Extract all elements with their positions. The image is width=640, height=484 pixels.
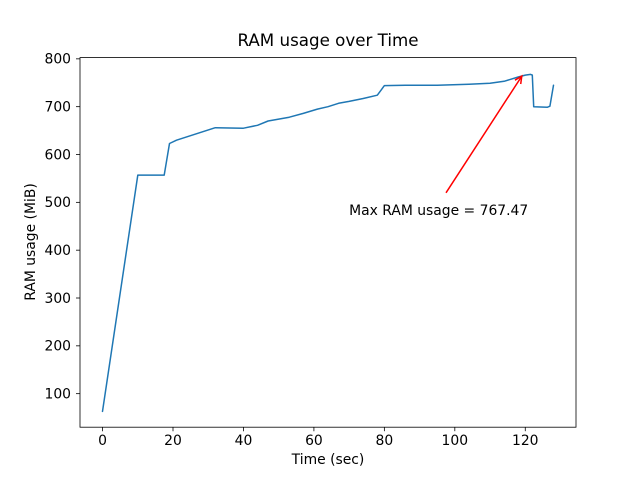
x-axis: 0 20 40 60 80 100 120 (98, 427, 539, 449)
y-tick-label: 300 (44, 291, 71, 307)
max-annotation: Max RAM usage = 767.47 (349, 74, 528, 219)
annotation-arrowhead-icon (514, 74, 523, 85)
plot-frame (79, 57, 577, 428)
x-tick-label: 60 (305, 433, 323, 449)
x-tick-label: 100 (442, 433, 469, 449)
y-tick-label: 600 (44, 147, 71, 163)
y-tick-label: 500 (44, 195, 71, 211)
annotation-text: Max RAM usage = 767.47 (349, 203, 528, 219)
x-tick-label: 20 (164, 433, 182, 449)
chart-title: RAM usage over Time (237, 30, 418, 50)
x-axis-label: Time (sec) (291, 452, 365, 468)
x-tick-label: 40 (235, 433, 253, 449)
x-tick-label: 80 (376, 433, 394, 449)
y-axis-label: RAM usage (MiB) (23, 183, 39, 301)
y-tick-label: 700 (44, 99, 71, 115)
y-tick-label: 400 (44, 243, 71, 259)
x-tick-label: 0 (98, 433, 107, 449)
y-axis: 100 200 300 400 500 600 700 800 (44, 52, 80, 402)
y-tick-label: 100 (44, 386, 71, 402)
x-tick-label: 120 (512, 433, 539, 449)
annotation-arrow (445, 75, 523, 194)
y-tick-label: 800 (44, 52, 71, 68)
y-tick-label: 200 (44, 339, 71, 355)
ram-usage-line (101, 73, 555, 413)
